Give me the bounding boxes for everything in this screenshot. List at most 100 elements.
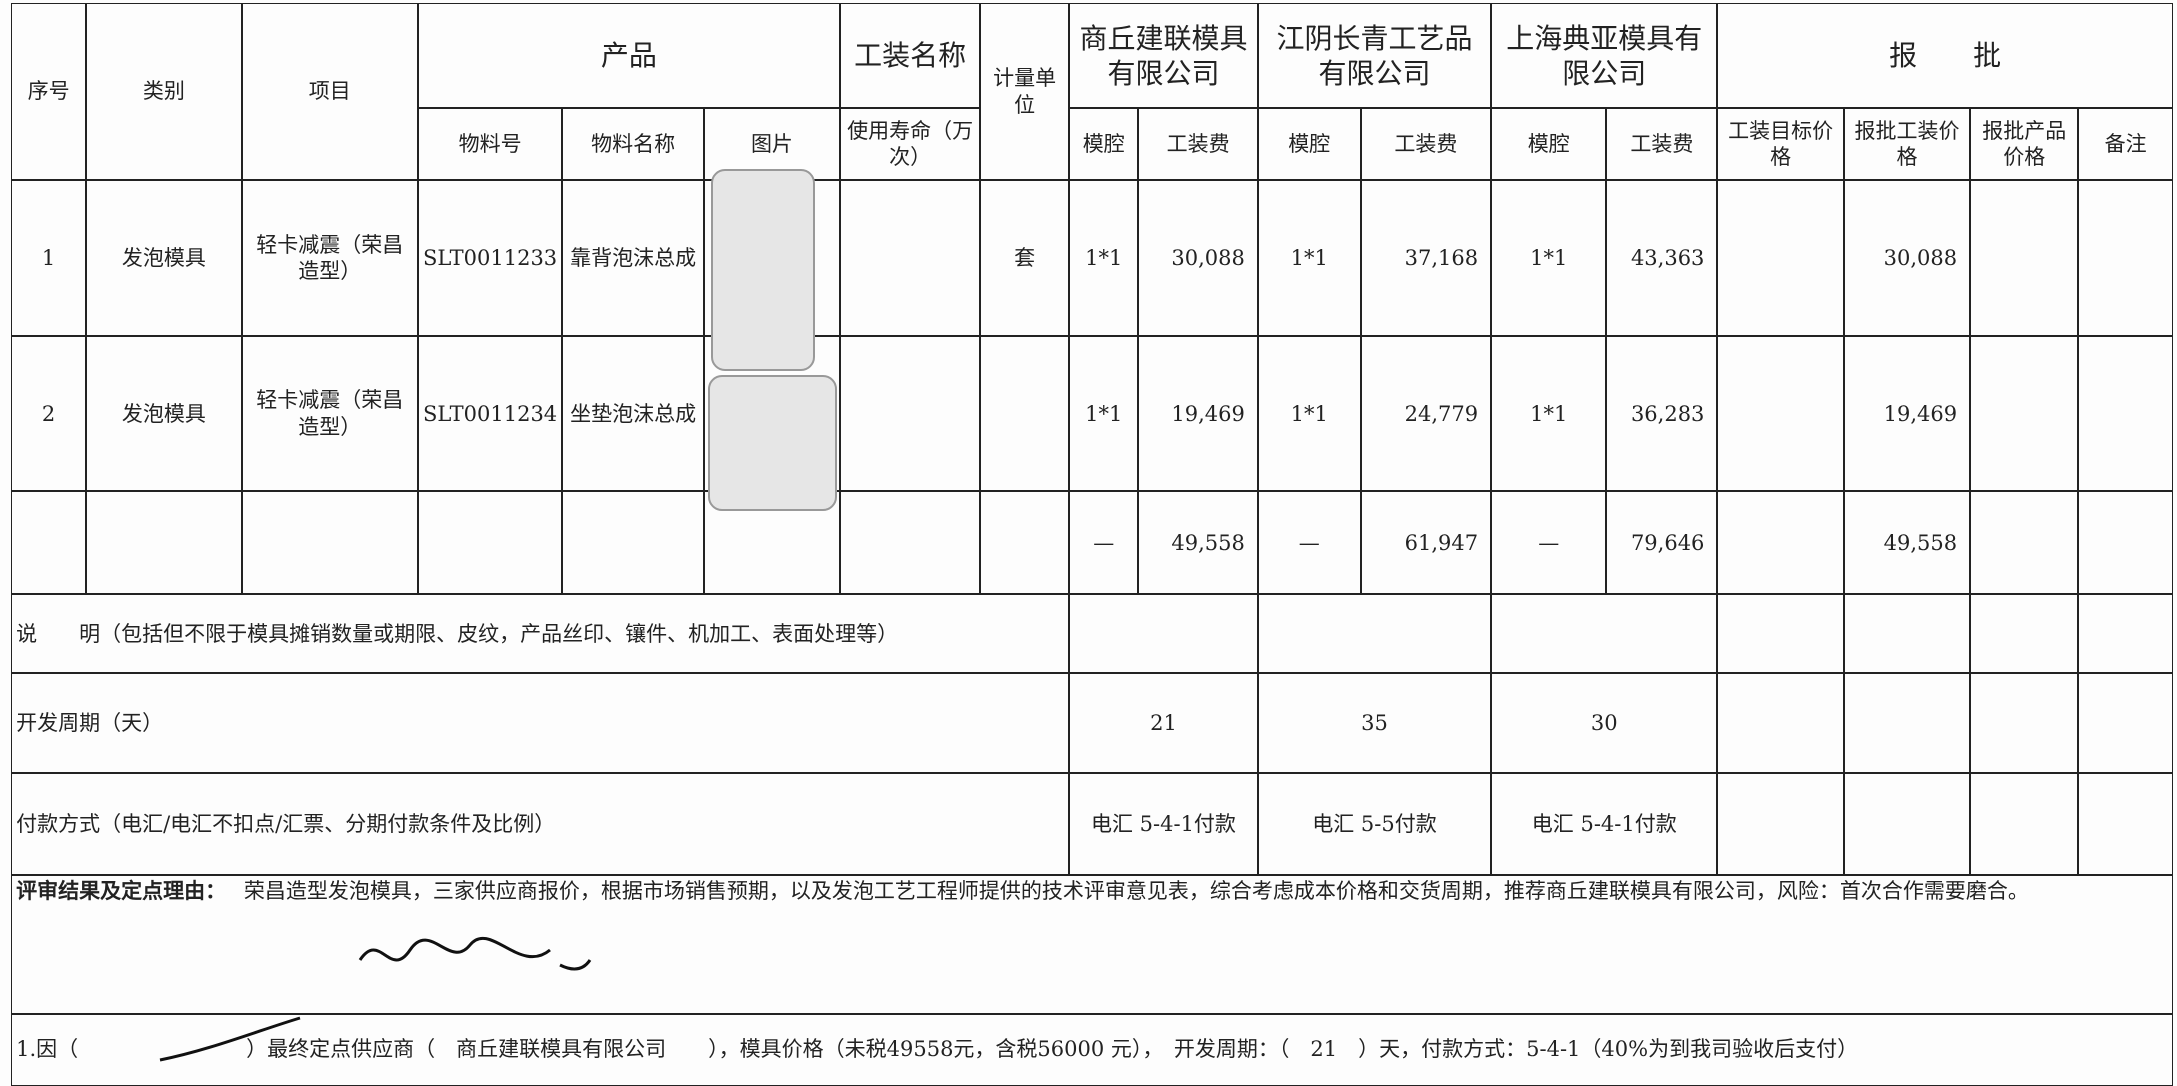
cell: 36,283 bbox=[1606, 335, 1718, 492]
cell bbox=[1843, 773, 1971, 875]
cell: 1*1 bbox=[1257, 180, 1361, 336]
cell bbox=[1717, 491, 1844, 595]
cell bbox=[1491, 594, 1718, 674]
cell: 21 bbox=[1069, 673, 1258, 774]
cell: 1*1 bbox=[1257, 335, 1361, 492]
header-cell: 工装费 bbox=[1360, 108, 1492, 181]
seat-picture bbox=[708, 374, 838, 511]
review: 评审结果及定点理由： 荣昌造型发泡模具，三家供应商报价，根据市场销售预期，以及发… bbox=[11, 874, 2173, 1014]
header-cell: 类别 bbox=[86, 2, 242, 181]
header-cell: 使用寿命（万次） bbox=[839, 108, 981, 181]
cell bbox=[2078, 180, 2173, 336]
cell: 49,558 bbox=[1843, 491, 1971, 595]
cell: 电汇 5-4-1付款 bbox=[1069, 773, 1258, 875]
cell bbox=[839, 180, 981, 336]
cell: 24,779 bbox=[1360, 335, 1492, 492]
cell: 30,088 bbox=[1843, 180, 1971, 336]
cell bbox=[1257, 594, 1492, 674]
cell: 1 bbox=[11, 180, 87, 336]
header-cell: 工装目标价格 bbox=[1717, 108, 1844, 181]
cell: 电汇 5-5付款 bbox=[1257, 773, 1492, 875]
handwriting-stroke bbox=[159, 1016, 301, 1062]
cell bbox=[241, 491, 418, 595]
cell: 19,469 bbox=[1843, 335, 1971, 492]
cell: 发泡模具 bbox=[86, 335, 242, 492]
cell: 靠背泡沫总成 bbox=[562, 180, 704, 336]
cell bbox=[417, 491, 563, 595]
seat-picture bbox=[710, 169, 815, 371]
cell bbox=[2078, 491, 2173, 595]
header-cell: 报批产品价格 bbox=[1970, 108, 2079, 181]
header-cell: 工装名称 bbox=[839, 2, 981, 109]
cell: 1*1 bbox=[1069, 335, 1139, 492]
header-cell: 模腔 bbox=[1257, 108, 1361, 181]
cell: 37,168 bbox=[1360, 180, 1492, 336]
cell bbox=[1717, 773, 1844, 875]
cell: 2 bbox=[11, 335, 87, 492]
cell: 轻卡减震（荣昌造型） bbox=[241, 335, 418, 492]
cell bbox=[1069, 594, 1258, 674]
header-cell: 物料号 bbox=[417, 108, 563, 181]
cell: 43,363 bbox=[1606, 180, 1718, 336]
cell: 61,947 bbox=[1360, 491, 1492, 595]
cell bbox=[1970, 180, 2079, 336]
cell: — bbox=[1257, 491, 1361, 595]
cell: 开发周期（天） bbox=[11, 673, 1070, 774]
cell: 发泡模具 bbox=[86, 180, 242, 336]
cell: 电汇 5-4-1付款 bbox=[1491, 773, 1718, 875]
cell bbox=[86, 491, 242, 595]
cell: 套 bbox=[980, 180, 1070, 336]
header-cell: 备注 bbox=[2078, 108, 2173, 181]
header-cell: 计量单位 bbox=[980, 2, 1070, 181]
cell bbox=[1843, 673, 1971, 774]
cell bbox=[839, 335, 981, 492]
cell bbox=[2078, 673, 2173, 774]
supplier-name: 商丘建联模具有限公司 bbox=[1069, 2, 1258, 109]
header-cell: 工装费 bbox=[1138, 108, 1258, 181]
cell bbox=[562, 491, 704, 595]
cell: 轻卡减震（荣昌造型） bbox=[241, 180, 418, 336]
cell: 付款方式（电汇/电汇不扣点/汇票、分期付款条件及比例） bbox=[11, 773, 1070, 875]
cell: 1*1 bbox=[1069, 180, 1139, 336]
cell bbox=[1970, 335, 2079, 492]
cell bbox=[11, 491, 87, 595]
cell: SLT0011234 bbox=[417, 335, 563, 492]
cell: 说 明（包括但不限于模具摊销数量或期限、皮纹，产品丝印、镶件、机加工、表面处理等… bbox=[11, 594, 1070, 674]
cell bbox=[980, 335, 1070, 492]
cell: 19,469 bbox=[1138, 335, 1258, 492]
header-cell: 模腔 bbox=[1491, 108, 1607, 181]
cell bbox=[1970, 773, 2079, 875]
cell bbox=[980, 491, 1070, 595]
cell bbox=[1717, 335, 1844, 492]
cell: SLT0011233 bbox=[417, 180, 563, 336]
cell bbox=[1717, 594, 1844, 674]
header-cell: 项目 bbox=[241, 2, 418, 181]
header-cell: 产品 bbox=[417, 2, 840, 109]
cell: — bbox=[1069, 491, 1139, 595]
cell: 35 bbox=[1257, 673, 1492, 774]
cell bbox=[1970, 491, 2079, 595]
cell: — bbox=[1491, 491, 1607, 595]
review-text: 荣昌造型发泡模具，三家供应商报价，根据市场销售预期，以及发泡工艺工程师提供的技术… bbox=[243, 878, 2029, 903]
review-label: 评审结果及定点理由： bbox=[16, 877, 244, 903]
cell: 79,646 bbox=[1606, 491, 1718, 595]
header-cell: 报批工装价格 bbox=[1843, 108, 1971, 181]
cell bbox=[1843, 594, 1971, 674]
cell bbox=[1970, 673, 2079, 774]
cell: 49,558 bbox=[1138, 491, 1258, 595]
cell bbox=[1717, 673, 1844, 774]
header-cell: 模腔 bbox=[1069, 108, 1139, 181]
cell bbox=[1970, 594, 2079, 674]
cell: 1*1 bbox=[1491, 335, 1607, 492]
cell bbox=[2078, 773, 2173, 875]
header-cell: 物料名称 bbox=[562, 108, 704, 181]
cell bbox=[1717, 180, 1844, 336]
cell bbox=[2078, 335, 2173, 492]
conclusion: 1.因（ ）最终定点供应商（ 商丘建联模具有限公司 ），模具价格（未税49558… bbox=[11, 1013, 2173, 1086]
cell: 1*1 bbox=[1491, 180, 1607, 336]
cell bbox=[839, 491, 981, 595]
signature bbox=[358, 936, 592, 971]
cell: 30 bbox=[1491, 673, 1718, 774]
header-cell: 工装费 bbox=[1606, 108, 1718, 181]
